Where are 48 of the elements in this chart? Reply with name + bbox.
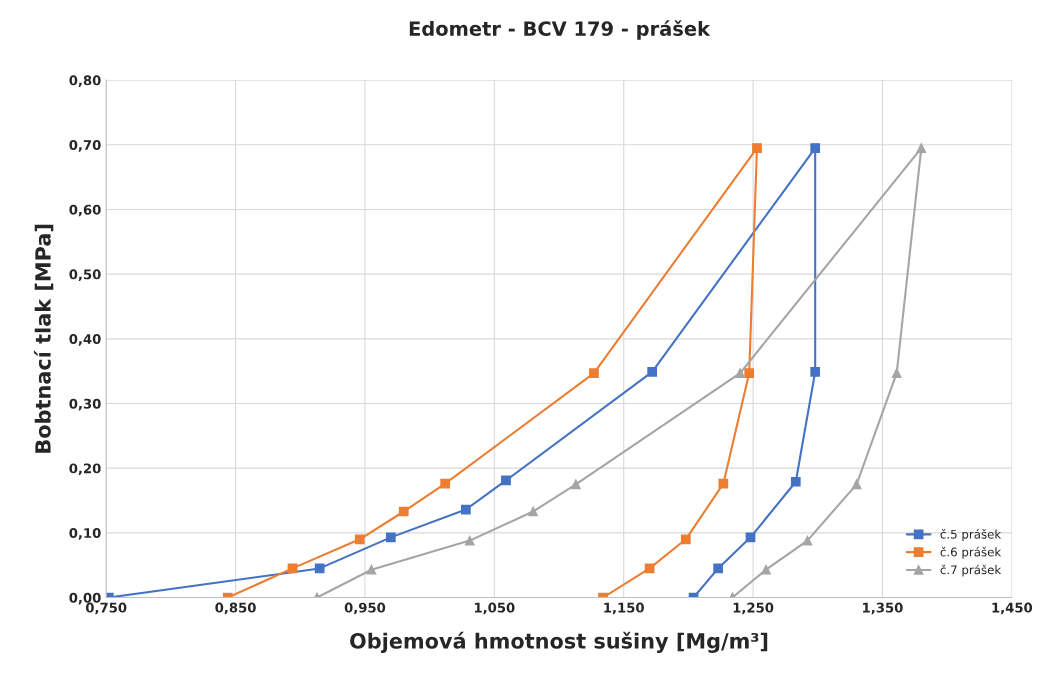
legend-label: č.6 prášek	[940, 546, 1002, 559]
legend-label: č.7 prášek	[940, 564, 1002, 577]
point	[528, 506, 539, 517]
x-tick-label: 1,250	[733, 602, 774, 615]
point	[761, 564, 771, 575]
point	[802, 535, 813, 546]
point	[385, 532, 396, 543]
point	[314, 563, 325, 574]
point	[366, 564, 377, 575]
point	[790, 476, 801, 487]
point	[501, 475, 511, 486]
y-tick-label: 0,80	[69, 75, 101, 88]
point	[744, 368, 755, 378]
point	[810, 143, 821, 153]
point	[570, 479, 581, 490]
point	[916, 143, 927, 153]
y-tick-label: 0,20	[69, 463, 101, 476]
point	[735, 368, 746, 378]
x-tick-label: 1,150	[604, 602, 644, 615]
point	[440, 478, 451, 489]
point	[461, 504, 471, 515]
point	[891, 368, 902, 378]
point	[718, 478, 729, 489]
point	[680, 534, 691, 545]
point	[752, 143, 762, 153]
x-tick-label: 1,050	[474, 602, 515, 615]
point	[354, 534, 365, 545]
point	[464, 535, 475, 546]
y-tick-label: 0,60	[69, 204, 101, 217]
y-tick-label: 0,30	[69, 398, 101, 411]
point	[851, 479, 862, 490]
x-axis-title: Objemová hmotnost sušiny [Mg/m³]	[350, 631, 768, 653]
point	[398, 506, 409, 517]
y-tick-label: 0,70	[69, 140, 101, 152]
x-tick-label: 0,850	[215, 602, 256, 615]
legend-label: č.5 prášek	[940, 529, 1002, 541]
point	[810, 366, 821, 377]
y-tick-label: 0,50	[69, 269, 101, 282]
x-tick-label: 1,450	[992, 602, 1033, 615]
x-tick-label: 1,350	[863, 602, 903, 615]
y-axis-title: Bobtnací tlak [MPa]	[33, 224, 54, 453]
point	[713, 563, 724, 574]
point	[647, 366, 658, 377]
point	[589, 368, 599, 378]
x-tick-label: 0,950	[344, 602, 386, 615]
y-tick-label: 0,40	[69, 334, 101, 346]
chart-title: Edometr - BCV 179 - prášek	[409, 20, 711, 40]
y-tick-label: 0,10	[69, 528, 101, 540]
